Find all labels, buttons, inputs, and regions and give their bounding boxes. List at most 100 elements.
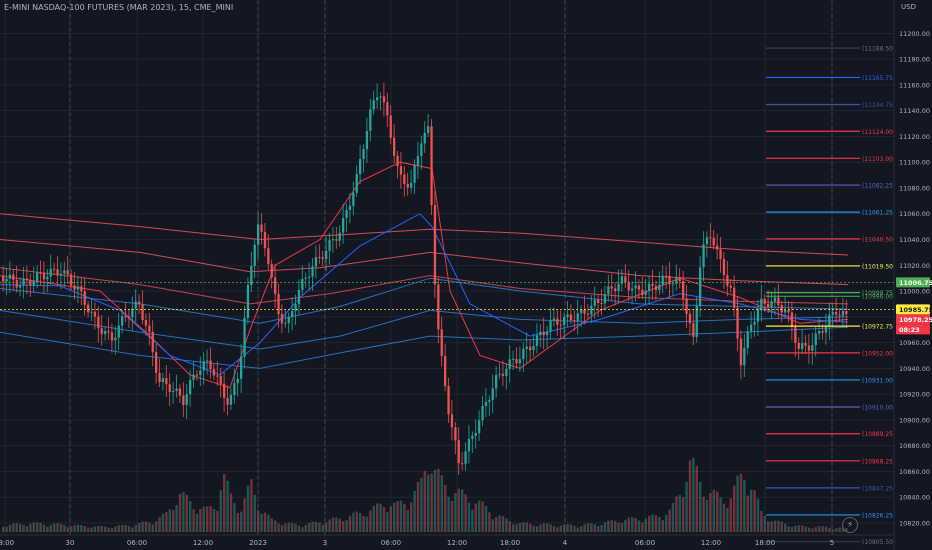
candle-body [274, 277, 277, 294]
candle-body [767, 303, 770, 308]
volume-bar [549, 524, 552, 532]
volume-bar [114, 526, 117, 532]
price-tick-label: 11000.00 [899, 288, 930, 296]
volume-bar [107, 527, 110, 532]
price-tick-label: 10960.00 [899, 339, 930, 347]
candle-body [287, 316, 290, 324]
candle-body [314, 256, 318, 267]
level-label: (10847.25) [862, 485, 895, 492]
time-tick-label: 3 [323, 539, 327, 547]
volume-bar [790, 526, 794, 532]
volume-bar [617, 522, 620, 532]
dotted-price-lines [0, 281, 894, 310]
candle-body [263, 231, 267, 249]
volume-bar [641, 522, 644, 532]
candle-body [260, 224, 263, 232]
volume-bar [593, 524, 596, 532]
candle-body [22, 278, 25, 286]
volume-bar [573, 525, 576, 532]
candle-body [590, 305, 593, 315]
candles [2, 82, 848, 475]
candle-body [335, 239, 338, 241]
volume-bar [518, 522, 522, 532]
volume-bar [389, 506, 392, 532]
volume-bar [399, 500, 403, 532]
volume-bar [695, 465, 698, 532]
level-label: (10972.75) [862, 324, 895, 331]
volume-bar [478, 500, 481, 532]
volume-bar [471, 509, 474, 532]
candle-body [566, 314, 569, 318]
volume-bar [49, 524, 52, 532]
candle-body [359, 159, 362, 175]
candle-body [406, 183, 409, 188]
candle-body [396, 155, 399, 167]
volume-bar [512, 524, 515, 532]
volume-bar [797, 525, 800, 532]
candle-body [658, 284, 661, 290]
volume-bar [355, 511, 358, 532]
candle-body [481, 406, 484, 421]
candle-body [474, 432, 477, 436]
candle-body [427, 126, 430, 133]
candle-body [253, 244, 256, 266]
candle-body [25, 278, 29, 281]
candle-body [59, 273, 63, 276]
candle-body [688, 313, 692, 324]
level-label: (11144.75) [862, 102, 895, 109]
volume-bar [297, 525, 301, 532]
candle-body [155, 352, 158, 373]
candle-body [185, 394, 188, 405]
candle-body [651, 283, 654, 286]
candle-body [457, 440, 460, 464]
level-label: (10952.00) [862, 350, 895, 357]
level-label: (10910.00) [862, 405, 895, 412]
price-badge-label: 08:23 [899, 326, 920, 334]
volume-bar [692, 457, 695, 532]
volume-bar [5, 526, 8, 532]
volume-bar [433, 469, 437, 532]
candle-body [515, 358, 518, 364]
volume-bar [546, 523, 549, 532]
candle-body [593, 299, 596, 306]
candle-body [223, 383, 226, 398]
candle-body [348, 205, 352, 211]
volume-bar [821, 526, 824, 532]
candle-body [784, 310, 787, 313]
volume-bar [484, 505, 488, 532]
candle-body [355, 174, 358, 193]
volume-bar [393, 502, 396, 532]
volume-bar [430, 473, 433, 532]
candle-body [46, 276, 49, 280]
volume-bar [501, 516, 505, 532]
volume-bar [212, 508, 216, 532]
candle-body [777, 297, 780, 305]
volume-bar [369, 510, 372, 532]
volume-bar [178, 493, 182, 532]
candle-body [127, 316, 131, 318]
price-tick-label: 11140.00 [899, 107, 930, 115]
candle-body [280, 314, 284, 324]
candle-body [301, 278, 304, 290]
price-tick-label: 11040.00 [899, 236, 930, 244]
price-axis[interactable] [894, 0, 932, 550]
volume-bar [15, 523, 18, 532]
volume-bar [284, 523, 287, 532]
candle-body [743, 347, 746, 366]
candle-body [559, 324, 562, 326]
volume-bar [362, 516, 365, 532]
candle-body [63, 270, 66, 274]
volume-bar [202, 506, 205, 532]
volume-bar [671, 502, 675, 532]
level-label: (11061.25) [862, 210, 895, 217]
time-tick-label: 18:00 [500, 539, 520, 547]
lightning-icon[interactable]: ⚡ [842, 517, 858, 533]
volume-bar [627, 517, 630, 532]
volume-bar [563, 524, 566, 532]
time-axis-ticks[interactable]: :8:00 30 06:00 12:00 2023 3 06:00 12:00 18:00 4 06… [0, 539, 834, 547]
candle-body [138, 301, 141, 305]
volume-bar [263, 512, 267, 532]
candle-body [556, 318, 559, 325]
candle-body [148, 325, 151, 332]
